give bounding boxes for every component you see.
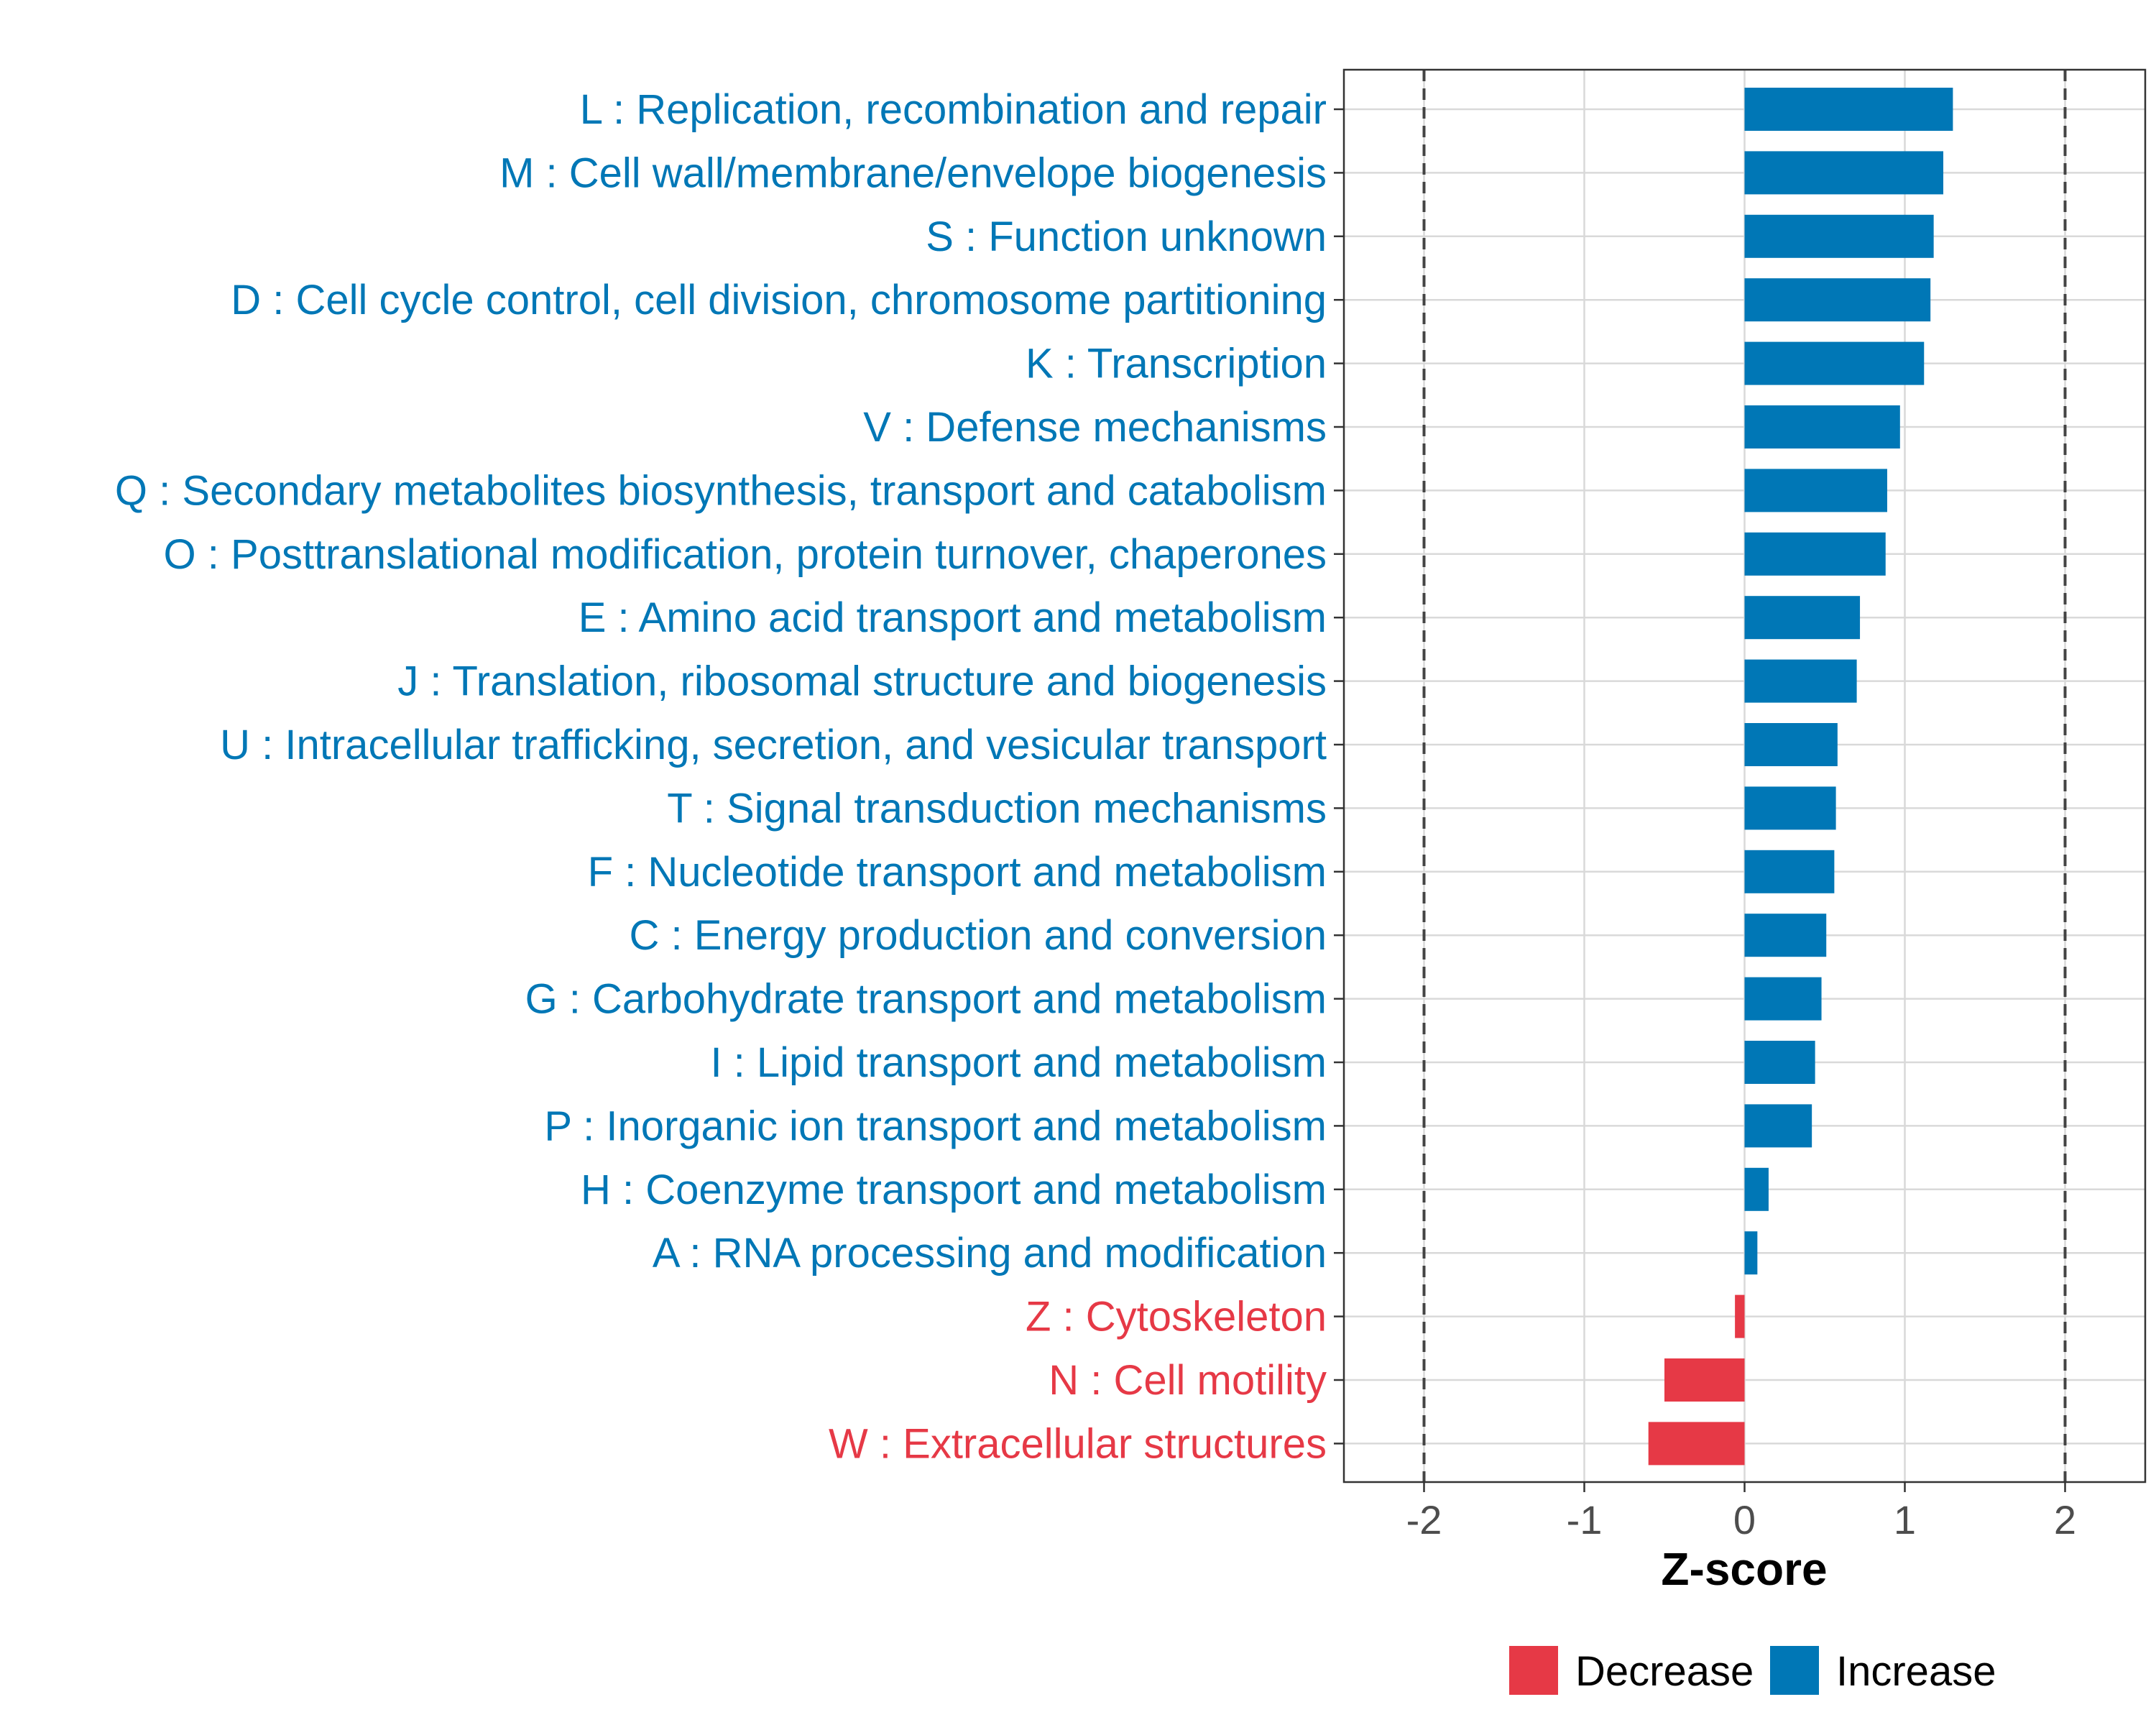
category-label: Z : Cytoskeleton — [1026, 1294, 1327, 1340]
category-label: Q : Secondary metabolites biosynthesis, … — [115, 467, 1327, 514]
bars — [1648, 88, 1953, 1466]
category-label: C : Energy production and conversion — [630, 912, 1327, 959]
bar-g — [1744, 977, 1822, 1021]
x-tick-label: -1 — [1567, 1497, 1603, 1542]
category-label: F : Nucleotide transport and metabolism — [588, 849, 1327, 896]
category-label: P : Inorganic ion transport and metaboli… — [544, 1103, 1327, 1149]
reference-lines — [1422, 70, 2067, 1482]
category-label: L : Replication, recombination and repai… — [580, 86, 1327, 133]
bar-c — [1744, 914, 1827, 957]
x-tick-label: 1 — [1894, 1497, 1916, 1542]
category-label: E : Amino acid transport and metabolism — [579, 594, 1327, 641]
y-axis-category-labels: L : Replication, recombination and repai… — [115, 86, 1327, 1467]
x-tick-label: -2 — [1406, 1497, 1442, 1542]
x-axis-ticks: -2 -1 0 1 2 — [1406, 1482, 2076, 1542]
bar-f — [1744, 850, 1835, 893]
legend-key-decrease — [1509, 1646, 1558, 1695]
x-tick-label: 0 — [1733, 1497, 1756, 1542]
bar-p — [1744, 1104, 1812, 1148]
category-label: V : Defense mechanisms — [863, 404, 1327, 451]
bar-w — [1648, 1422, 1745, 1466]
bar-z — [1735, 1294, 1745, 1338]
x-axis-title: Z-score — [1661, 1543, 1827, 1595]
bar-t — [1744, 786, 1836, 830]
bar-h — [1744, 1167, 1769, 1211]
bar-m — [1744, 151, 1944, 195]
bar-o — [1744, 532, 1886, 576]
legend-key-increase — [1770, 1646, 1819, 1695]
y-axis-ticks — [1334, 108, 1344, 1445]
legend-label-increase: Increase — [1836, 1648, 1996, 1695]
category-label: W : Extracellular structures — [829, 1420, 1327, 1467]
bar-l — [1744, 88, 1953, 131]
bar-j — [1744, 659, 1857, 703]
category-label: U : Intracellular trafficking, secretion… — [220, 722, 1327, 768]
bar-v — [1744, 405, 1900, 448]
category-label: O : Posttranslational modification, prot… — [164, 531, 1327, 578]
bar-a — [1744, 1231, 1758, 1275]
bar-s — [1744, 214, 1934, 258]
category-label: A : RNA processing and modification — [653, 1230, 1327, 1276]
bar-u — [1744, 723, 1838, 766]
category-label: N : Cell motility — [1049, 1357, 1327, 1404]
category-label: J : Translation, ribosomal structure and… — [397, 658, 1327, 705]
bar-q — [1744, 469, 1887, 512]
category-label: M : Cell wall/membrane/envelope biogenes… — [499, 150, 1327, 196]
category-label: D : Cell cycle control, cell division, c… — [231, 277, 1327, 323]
category-label: I : Lipid transport and metabolism — [710, 1039, 1327, 1086]
bar-n — [1664, 1358, 1745, 1402]
bar-d — [1744, 278, 1931, 322]
category-label: H : Coenzyme transport and metabolism — [581, 1167, 1327, 1213]
category-label: S : Function unknown — [926, 213, 1327, 260]
x-tick-label: 2 — [2054, 1497, 2076, 1542]
bar-i — [1744, 1041, 1815, 1084]
legend-label-decrease: Decrease — [1575, 1648, 1754, 1695]
category-label: K : Transcription — [1026, 341, 1327, 387]
legend: Decrease Increase — [1509, 1646, 1996, 1695]
category-label: G : Carbohydrate transport and metabolis… — [525, 976, 1327, 1023]
category-label: T : Signal transduction mechanisms — [667, 785, 1327, 832]
bar-k — [1744, 341, 1925, 385]
bar-e — [1744, 596, 1861, 640]
